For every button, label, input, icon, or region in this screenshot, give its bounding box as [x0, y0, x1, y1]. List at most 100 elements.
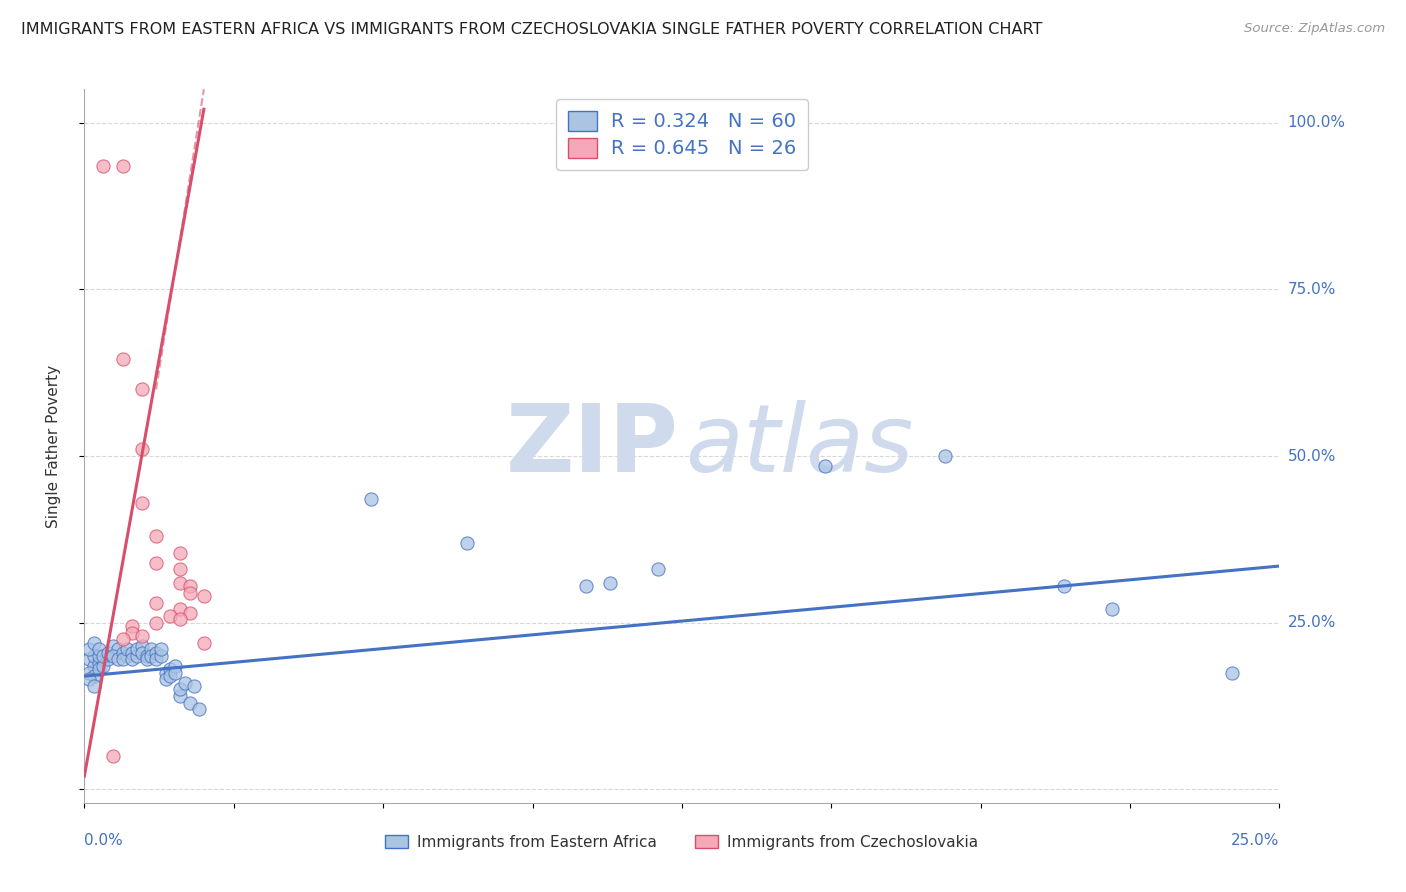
Point — [159, 609, 181, 624]
Point — [169, 689, 191, 703]
Point — [87, 642, 110, 657]
Point — [83, 636, 105, 650]
Text: IMMIGRANTS FROM EASTERN AFRICA VS IMMIGRANTS FROM CZECHOSLOVAKIA SINGLE FATHER P: IMMIGRANTS FROM EASTERN AFRICA VS IMMIGR… — [21, 22, 1042, 37]
Point — [647, 562, 669, 576]
Point — [145, 556, 167, 570]
Text: 100.0%: 100.0% — [1288, 115, 1346, 130]
Point — [101, 649, 124, 664]
Point — [131, 646, 153, 660]
Point — [169, 602, 191, 616]
Point — [101, 639, 124, 653]
Text: 25.0%: 25.0% — [1288, 615, 1336, 631]
Point — [145, 529, 167, 543]
Point — [814, 458, 837, 473]
Point — [141, 642, 163, 657]
Point — [1220, 665, 1243, 680]
Point — [165, 659, 187, 673]
Point — [934, 449, 956, 463]
Point — [83, 649, 105, 664]
Text: Source: ZipAtlas.com: Source: ZipAtlas.com — [1244, 22, 1385, 36]
Point — [111, 632, 134, 647]
Point — [169, 612, 191, 626]
Point — [173, 675, 195, 690]
Point — [87, 656, 110, 670]
Point — [111, 652, 134, 666]
Text: 75.0%: 75.0% — [1288, 282, 1336, 297]
Point — [169, 546, 191, 560]
Point — [117, 642, 139, 657]
Point — [149, 642, 172, 657]
Point — [77, 652, 100, 666]
Point — [155, 665, 177, 680]
Point — [155, 673, 177, 687]
Point — [97, 646, 120, 660]
Point — [169, 682, 191, 697]
Point — [599, 575, 621, 590]
Point — [87, 649, 110, 664]
Text: 0.0%: 0.0% — [84, 833, 124, 848]
Point — [360, 492, 382, 507]
Text: atlas: atlas — [686, 401, 914, 491]
Point — [111, 352, 134, 367]
Point — [188, 702, 211, 716]
Point — [93, 649, 115, 664]
Point — [111, 646, 134, 660]
Point — [107, 642, 129, 657]
Point — [111, 159, 134, 173]
Point — [169, 575, 191, 590]
Point — [107, 652, 129, 666]
Point — [145, 596, 167, 610]
Point — [135, 649, 157, 664]
Point — [131, 496, 153, 510]
Point — [83, 679, 105, 693]
Point — [121, 652, 143, 666]
Point — [93, 159, 115, 173]
Point — [97, 652, 120, 666]
Text: 25.0%: 25.0% — [1232, 833, 1279, 848]
Point — [77, 642, 100, 657]
Text: ZIP: ZIP — [505, 400, 678, 492]
Point — [93, 659, 115, 673]
Point — [87, 662, 110, 676]
Point — [179, 579, 201, 593]
Legend: Immigrants from Eastern Africa, Immigrants from Czechoslovakia: Immigrants from Eastern Africa, Immigran… — [380, 829, 984, 855]
Point — [179, 585, 201, 599]
Point — [179, 696, 201, 710]
Point — [169, 562, 191, 576]
Point — [165, 665, 187, 680]
Point — [193, 589, 215, 603]
Point — [125, 642, 148, 657]
Point — [77, 673, 100, 687]
Point — [141, 649, 163, 664]
Point — [145, 615, 167, 630]
Point — [125, 649, 148, 664]
Point — [159, 662, 181, 676]
Point — [131, 382, 153, 396]
Point — [145, 652, 167, 666]
Point — [131, 442, 153, 457]
Point — [145, 646, 167, 660]
Point — [159, 669, 181, 683]
Point — [1053, 579, 1076, 593]
Point — [575, 579, 598, 593]
Point — [83, 659, 105, 673]
Text: 50.0%: 50.0% — [1288, 449, 1336, 464]
Point — [183, 679, 205, 693]
Point — [121, 625, 143, 640]
Y-axis label: Single Father Poverty: Single Father Poverty — [46, 365, 60, 527]
Point — [131, 639, 153, 653]
Point — [135, 652, 157, 666]
Point — [77, 665, 100, 680]
Point — [179, 606, 201, 620]
Point — [121, 619, 143, 633]
Point — [1101, 602, 1123, 616]
Point — [121, 646, 143, 660]
Point — [131, 629, 153, 643]
Point — [93, 652, 115, 666]
Point — [193, 636, 215, 650]
Point — [83, 669, 105, 683]
Point — [149, 649, 172, 664]
Point — [456, 535, 478, 549]
Point — [117, 649, 139, 664]
Point — [101, 749, 124, 764]
